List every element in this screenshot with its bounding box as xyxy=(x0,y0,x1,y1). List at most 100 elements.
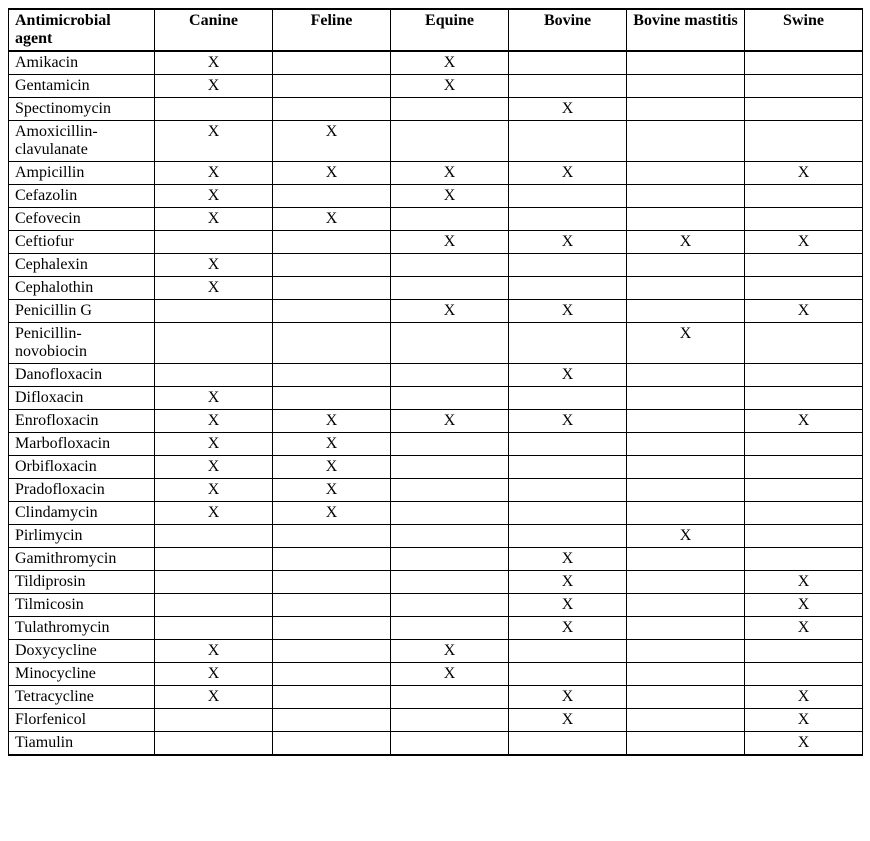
mark-cell xyxy=(391,594,509,617)
table-row: CephalothinX xyxy=(9,277,863,300)
mark-cell xyxy=(509,277,627,300)
table-body: AmikacinXXGentamicinXXSpectinomycinXAmox… xyxy=(9,51,863,755)
mark-cell xyxy=(391,121,509,162)
mark-cell xyxy=(391,277,509,300)
mark-cell xyxy=(627,208,745,231)
mark-cell: X xyxy=(155,75,273,98)
mark-cell xyxy=(155,571,273,594)
mark-cell xyxy=(627,571,745,594)
mark-cell xyxy=(745,479,863,502)
mark-cell: X xyxy=(155,121,273,162)
mark-cell xyxy=(391,208,509,231)
col-header-equine: Equine xyxy=(391,9,509,51)
mark-cell: X xyxy=(273,502,391,525)
mark-cell xyxy=(509,456,627,479)
mark-cell xyxy=(273,709,391,732)
mark-cell: X xyxy=(391,410,509,433)
mark-cell: X xyxy=(155,277,273,300)
mark-cell: X xyxy=(509,231,627,254)
mark-cell xyxy=(155,323,273,364)
mark-cell: X xyxy=(509,300,627,323)
mark-cell: X xyxy=(509,594,627,617)
mark-cell xyxy=(745,663,863,686)
mark-cell: X xyxy=(745,732,863,756)
mark-cell: X xyxy=(155,433,273,456)
agent-cell: Tiamulin xyxy=(9,732,155,756)
table-row: FlorfenicolXX xyxy=(9,709,863,732)
agent-cell: Tildiprosin xyxy=(9,571,155,594)
mark-cell xyxy=(273,663,391,686)
mark-cell: X xyxy=(273,410,391,433)
mark-cell: X xyxy=(509,571,627,594)
table-header-row: Antimicrobial agent Canine Feline Equine… xyxy=(9,9,863,51)
mark-cell xyxy=(391,732,509,756)
col-header-swine: Swine xyxy=(745,9,863,51)
mark-cell xyxy=(391,364,509,387)
mark-cell xyxy=(273,51,391,75)
mark-cell xyxy=(745,640,863,663)
agent-cell: Clindamycin xyxy=(9,502,155,525)
agent-cell: Gamithromycin xyxy=(9,548,155,571)
mark-cell xyxy=(391,254,509,277)
table-row: AmikacinXX xyxy=(9,51,863,75)
mark-cell xyxy=(273,548,391,571)
mark-cell: X xyxy=(273,208,391,231)
table-row: CefazolinXX xyxy=(9,185,863,208)
mark-cell: X xyxy=(627,525,745,548)
mark-cell xyxy=(509,51,627,75)
mark-cell: X xyxy=(273,162,391,185)
mark-cell xyxy=(391,387,509,410)
mark-cell xyxy=(273,323,391,364)
mark-cell xyxy=(273,231,391,254)
table-row: CephalexinX xyxy=(9,254,863,277)
table-row: GentamicinXX xyxy=(9,75,863,98)
mark-cell xyxy=(391,548,509,571)
mark-cell xyxy=(273,300,391,323)
mark-cell xyxy=(391,98,509,121)
table-row: SpectinomycinX xyxy=(9,98,863,121)
mark-cell xyxy=(745,433,863,456)
mark-cell xyxy=(745,254,863,277)
mark-cell: X xyxy=(155,686,273,709)
mark-cell: X xyxy=(391,640,509,663)
mark-cell xyxy=(745,51,863,75)
table-row: Penicillin-novobiocinX xyxy=(9,323,863,364)
mark-cell: X xyxy=(745,410,863,433)
mark-cell: X xyxy=(745,231,863,254)
mark-cell: X xyxy=(509,98,627,121)
mark-cell xyxy=(627,732,745,756)
mark-cell xyxy=(627,663,745,686)
mark-cell xyxy=(273,732,391,756)
agent-cell: Pirlimycin xyxy=(9,525,155,548)
mark-cell: X xyxy=(155,640,273,663)
mark-cell xyxy=(627,121,745,162)
mark-cell xyxy=(155,231,273,254)
mark-cell xyxy=(273,185,391,208)
mark-cell xyxy=(745,456,863,479)
mark-cell xyxy=(391,686,509,709)
agent-cell: Amoxicillin-clavulanate xyxy=(9,121,155,162)
mark-cell: X xyxy=(391,231,509,254)
mark-cell xyxy=(155,300,273,323)
mark-cell xyxy=(155,525,273,548)
mark-cell: X xyxy=(391,663,509,686)
mark-cell xyxy=(273,594,391,617)
mark-cell: X xyxy=(745,709,863,732)
mark-cell: X xyxy=(391,162,509,185)
agent-cell: Doxycycline xyxy=(9,640,155,663)
mark-cell xyxy=(627,456,745,479)
mark-cell: X xyxy=(155,456,273,479)
mark-cell: X xyxy=(273,456,391,479)
mark-cell: X xyxy=(155,51,273,75)
mark-cell xyxy=(273,387,391,410)
mark-cell xyxy=(745,548,863,571)
mark-cell: X xyxy=(509,162,627,185)
mark-cell: X xyxy=(155,663,273,686)
table-row: TildiprosinXX xyxy=(9,571,863,594)
mark-cell xyxy=(745,502,863,525)
mark-cell xyxy=(155,709,273,732)
table-row: GamithromycinX xyxy=(9,548,863,571)
mark-cell xyxy=(627,364,745,387)
mark-cell xyxy=(509,387,627,410)
mark-cell xyxy=(273,617,391,640)
